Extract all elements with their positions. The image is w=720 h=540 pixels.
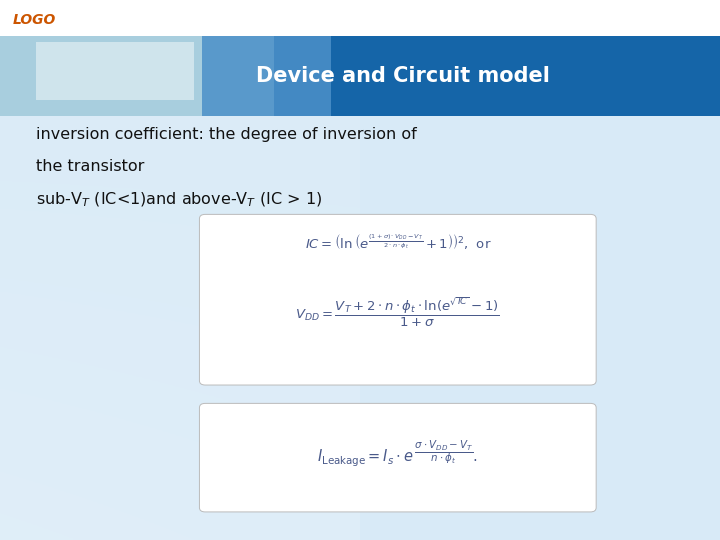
Bar (36, 42, 194, 100)
Bar (274, 36, 720, 116)
Bar (202, 36, 331, 116)
FancyBboxPatch shape (199, 214, 596, 385)
Text: $IC = \left(\ln\left(e^{\frac{(1+\sigma)\cdot V_{DD}-V_T}{2\cdot n\cdot \phi_t}}: $IC = \left(\ln\left(e^{\frac{(1+\sigma)… (305, 232, 491, 252)
Text: sub-V$_T$ (IC<1)and above-V$_T$ (IC > 1): sub-V$_T$ (IC<1)and above-V$_T$ (IC > 1) (36, 191, 322, 209)
Text: LOGO: LOGO (13, 14, 56, 28)
FancyBboxPatch shape (199, 403, 596, 512)
Text: the transistor: the transistor (36, 159, 145, 174)
Text: $V_{DD} = \dfrac{V_T + 2\cdot n\cdot \phi_t\cdot \ln(e^{\sqrt{IC}}-1)}{1+\sigma}: $V_{DD} = \dfrac{V_T + 2\cdot n\cdot \ph… (295, 296, 500, 329)
Text: inversion coefficient: the degree of inversion of: inversion coefficient: the degree of inv… (36, 127, 417, 142)
Bar (0, 116, 720, 540)
Text: Device and Circuit model: Device and Circuit model (256, 66, 550, 86)
Bar (0, 36, 274, 116)
Text: $I_{\mathrm{Leakage}} = I_s \cdot e^{\,\dfrac{\sigma\cdot V_{DD}-V_T}{n\cdot \ph: $I_{\mathrm{Leakage}} = I_s \cdot e^{\,\… (318, 438, 478, 468)
Bar (0, 0, 720, 36)
